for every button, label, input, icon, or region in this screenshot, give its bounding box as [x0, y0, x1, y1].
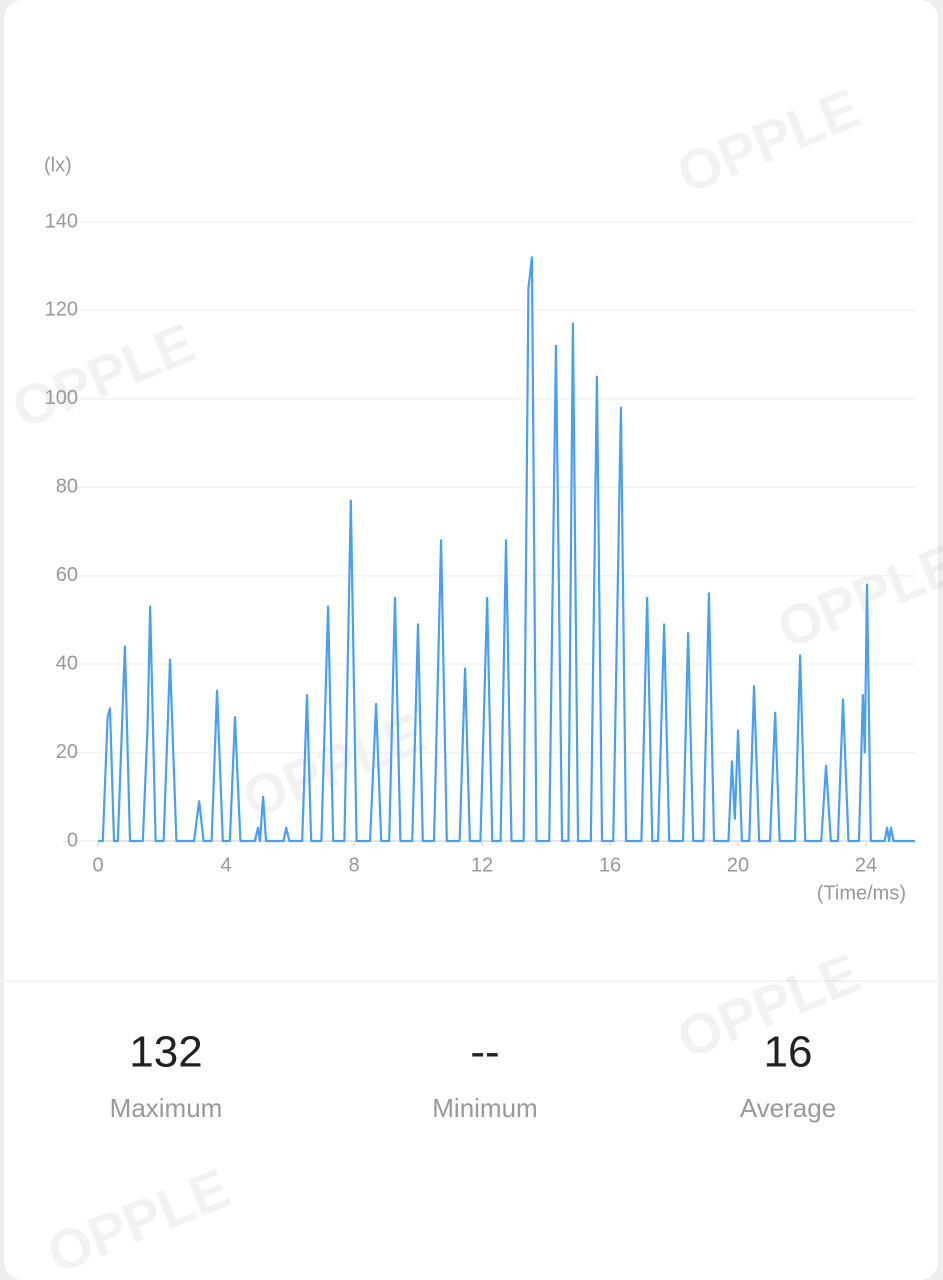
stat-label: Minimum: [432, 1093, 537, 1123]
watermark: OPPLE: [768, 531, 943, 661]
x-tick-label: 8: [348, 854, 359, 876]
stat-value: 16: [764, 1028, 813, 1077]
y-tick-label: 40: [56, 652, 78, 674]
y-tick-label: 120: [45, 299, 78, 321]
stat-value: --: [470, 1028, 499, 1077]
y-tick-label: 80: [56, 476, 78, 498]
stat-label: Maximum: [110, 1093, 223, 1123]
x-axis-label: (Time/ms): [817, 882, 906, 904]
watermark: OPPLE: [3, 311, 203, 441]
x-tick-label: 24: [855, 854, 877, 876]
stat-label: Average: [740, 1093, 836, 1123]
y-tick-label: 100: [45, 387, 78, 409]
x-tick-label: 12: [471, 854, 493, 876]
y-tick-label: 20: [56, 741, 78, 763]
x-tick-label: 16: [599, 854, 621, 876]
watermark: OPPLE: [668, 76, 868, 206]
y-tick-label: 60: [56, 564, 78, 586]
x-tick-label: 4: [220, 854, 231, 876]
stat-value: 132: [129, 1028, 202, 1077]
data-line: [98, 256, 915, 843]
y-tick-label: 0: [67, 829, 78, 851]
y-tick-label: 140: [45, 210, 78, 232]
y-axis-label: (lx): [44, 154, 72, 176]
x-tick-label: 20: [727, 854, 749, 876]
card: [4, 0, 938, 1280]
x-tick-label: 0: [92, 854, 103, 876]
watermark: OPPLE: [38, 1156, 238, 1280]
